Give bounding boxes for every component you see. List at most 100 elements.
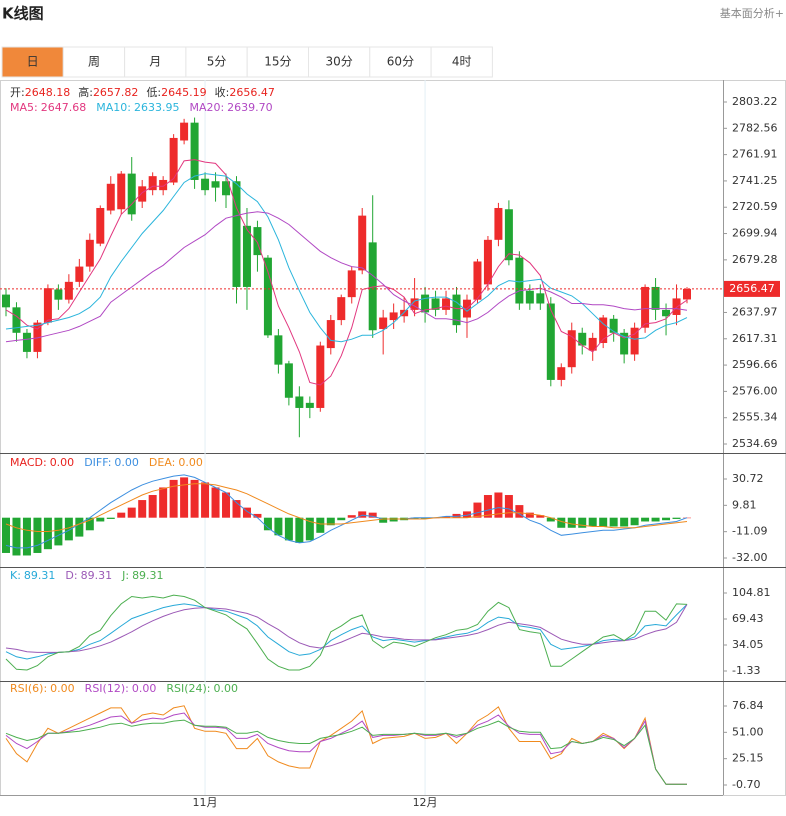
legend-name: K:	[10, 569, 21, 582]
candle-body	[368, 242, 377, 331]
tab-label[interactable]: 30分	[326, 55, 353, 69]
tab-label[interactable]: 4时	[452, 55, 472, 69]
tab[interactable]	[246, 46, 309, 78]
candle-body	[683, 288, 691, 300]
legend-value: 0.00	[50, 456, 75, 469]
candle-body	[117, 173, 126, 210]
y-tick-label: 2617.31	[732, 332, 778, 345]
indicator-line	[5, 474, 688, 549]
candle-body	[85, 239, 94, 267]
y-tick-label: 2782.56	[732, 121, 778, 134]
macd-bar	[159, 487, 168, 518]
y-tick-label: -32.00	[732, 551, 767, 564]
y-tick-label: 104.81	[732, 586, 771, 599]
tab-label[interactable]: 60分	[387, 55, 414, 69]
macd-bar	[263, 517, 272, 531]
macd-bar	[641, 517, 650, 522]
legend-name: MA10:	[96, 101, 131, 114]
y-tick-label: 2679.28	[732, 253, 778, 266]
candle-body	[33, 322, 42, 352]
macd-bar	[106, 517, 115, 519]
fundamentals-link[interactable]: 基本面分析+	[720, 6, 784, 20]
y-tick-label: 9.81	[732, 498, 757, 511]
last-price-box	[724, 280, 780, 297]
tab-label[interactable]: 5分	[207, 55, 227, 69]
macd-bar	[389, 517, 398, 522]
macd-bar	[284, 517, 293, 541]
macd-bar	[578, 517, 587, 528]
legend: MACD: 0.00 DIFF: 0.00 DEA: 0.00	[10, 456, 203, 469]
x-tick-label: 12月	[413, 796, 438, 809]
macd-bar	[504, 495, 513, 518]
y-tick-label: 76.84	[732, 699, 764, 712]
legend-name: DEA:	[149, 456, 175, 469]
tab[interactable]	[308, 46, 371, 78]
y-tick-label: 30.72	[732, 472, 764, 485]
tab-label[interactable]: 15分	[264, 55, 291, 69]
candle-body	[180, 122, 189, 141]
candle-body	[127, 173, 136, 215]
macd-bar	[662, 517, 671, 521]
indicator-line	[5, 211, 688, 343]
candle-body	[442, 298, 451, 310]
macd-bar	[452, 513, 461, 518]
y-tick-label: 25.15	[732, 752, 764, 765]
candle-body	[421, 294, 430, 313]
candle-body	[201, 178, 210, 191]
candle-body	[567, 330, 576, 368]
macd-bar	[462, 511, 471, 518]
tab[interactable]	[430, 46, 493, 78]
legend-value: 2633.95	[134, 101, 180, 114]
candle-body	[295, 396, 304, 408]
candle-body	[159, 179, 168, 191]
macd-bar	[567, 517, 576, 528]
macd-bar	[33, 517, 42, 553]
candle-body	[2, 294, 10, 308]
candle-body	[630, 327, 639, 355]
macd-bar	[274, 517, 283, 536]
macd-bar	[169, 479, 178, 518]
candle-body	[106, 183, 115, 211]
tab[interactable]	[62, 46, 126, 78]
candle-body	[483, 239, 492, 285]
macd-bar	[180, 477, 189, 518]
y-tick-label: 2576.00	[732, 384, 778, 397]
macd-bar	[85, 517, 94, 531]
indicator-line	[5, 603, 688, 660]
candle-body	[641, 286, 650, 328]
macd-bar	[148, 495, 157, 518]
tab[interactable]	[1, 46, 64, 78]
macd-bar	[305, 517, 314, 541]
legend-value: 2647.68	[41, 101, 87, 114]
last-price-label: 2656.47	[729, 282, 775, 295]
macd-bar	[75, 517, 84, 537]
macd-bar	[347, 515, 356, 518]
macd-bar	[232, 500, 241, 518]
macd-bar	[609, 517, 618, 527]
indicator-line	[5, 173, 688, 343]
macd-bar	[337, 517, 346, 521]
tab[interactable]	[124, 46, 187, 78]
info-value: 2648.18	[25, 86, 71, 99]
candle-body	[347, 270, 356, 298]
legend-value: 0.00	[213, 682, 238, 695]
candle-body	[588, 337, 597, 351]
candle-body	[546, 303, 555, 380]
tab-label[interactable]: 周	[88, 55, 100, 69]
y-tick-label: 2761.91	[732, 148, 778, 161]
info-value: 2656.47	[229, 86, 275, 99]
macd-bar	[253, 513, 262, 518]
y-tick-label: -1.33	[732, 664, 760, 677]
macd-bar	[2, 517, 10, 553]
legend-name: MA5:	[10, 101, 38, 114]
macd-bar	[483, 495, 492, 518]
macd-bar	[64, 517, 73, 541]
tab[interactable]	[369, 46, 432, 78]
macd-bar	[222, 492, 231, 518]
tab-label[interactable]: 日	[27, 55, 39, 69]
macd-bar	[12, 517, 21, 556]
tab-label[interactable]: 月	[149, 55, 161, 69]
macd-bar	[43, 517, 52, 550]
candle-body	[274, 335, 283, 365]
